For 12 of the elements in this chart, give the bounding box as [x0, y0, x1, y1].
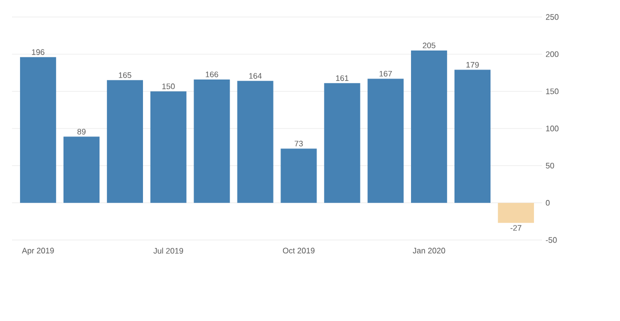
bar [194, 79, 230, 203]
bar [63, 136, 100, 203]
bar [498, 202, 534, 223]
bar [280, 148, 317, 203]
bar [454, 70, 491, 203]
bar [237, 80, 274, 203]
bar [368, 78, 404, 203]
bar [150, 91, 186, 203]
bar [411, 50, 448, 203]
bar [20, 57, 56, 203]
bar [106, 80, 143, 203]
bar [324, 83, 360, 203]
